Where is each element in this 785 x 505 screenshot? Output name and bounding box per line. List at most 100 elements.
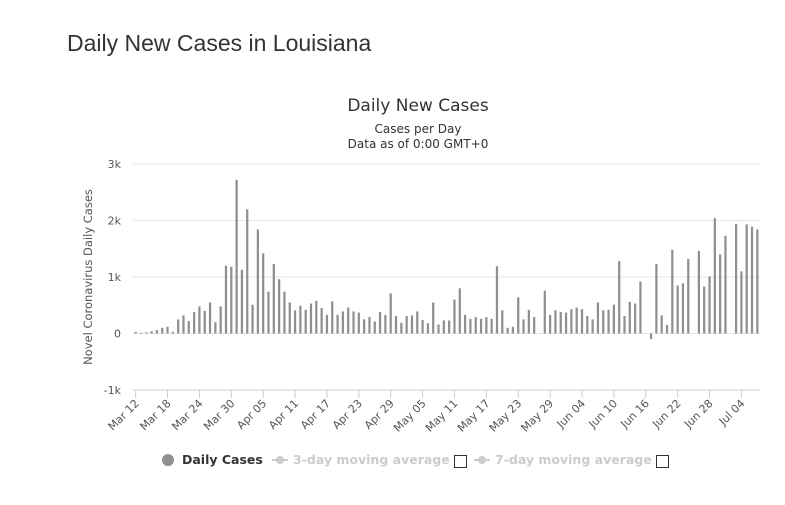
bar[interactable] — [453, 299, 456, 334]
bar[interactable] — [389, 293, 392, 334]
bar[interactable] — [517, 297, 520, 334]
bar[interactable] — [246, 209, 249, 334]
bar[interactable] — [506, 327, 509, 334]
bar[interactable] — [400, 322, 403, 334]
bar[interactable] — [309, 303, 313, 334]
bar[interactable] — [320, 308, 323, 334]
bar[interactable] — [315, 300, 318, 334]
7-day-average-checkbox[interactable] — [656, 455, 669, 468]
bar[interactable] — [325, 314, 329, 334]
bar[interactable] — [543, 290, 546, 334]
bar[interactable] — [649, 333, 653, 340]
bar[interactable] — [734, 223, 738, 334]
bar[interactable] — [681, 283, 685, 334]
bar[interactable] — [208, 302, 212, 334]
bar[interactable] — [708, 276, 711, 334]
bar[interactable] — [187, 321, 190, 334]
bar[interactable] — [410, 315, 414, 334]
bar[interactable] — [405, 315, 408, 334]
bar[interactable] — [384, 314, 387, 334]
bar[interactable] — [575, 307, 578, 334]
bar[interactable] — [522, 319, 525, 334]
bar[interactable] — [416, 311, 419, 334]
bar[interactable] — [559, 312, 562, 334]
bar[interactable] — [251, 304, 254, 334]
bar[interactable] — [357, 312, 360, 334]
bar[interactable] — [671, 249, 674, 334]
bar[interactable] — [203, 310, 206, 334]
bar[interactable] — [479, 318, 483, 334]
legend-item-3-day-average[interactable]: 3-day moving average — [272, 452, 450, 467]
bar[interactable] — [602, 310, 605, 334]
bar[interactable] — [182, 315, 185, 334]
bar[interactable] — [299, 305, 302, 334]
bar[interactable] — [432, 302, 435, 334]
bar[interactable] — [697, 251, 701, 334]
bar[interactable] — [352, 311, 355, 334]
bar[interactable] — [363, 319, 366, 334]
bar[interactable] — [740, 271, 743, 334]
bar[interactable] — [421, 319, 424, 334]
bar[interactable] — [341, 311, 344, 334]
bar[interactable] — [448, 320, 451, 334]
bar[interactable] — [750, 226, 754, 334]
bar[interactable] — [665, 325, 669, 334]
bar[interactable] — [719, 254, 722, 334]
bar[interactable] — [161, 327, 164, 334]
bar[interactable] — [485, 317, 488, 334]
bar[interactable] — [177, 319, 180, 334]
bar[interactable] — [490, 318, 493, 334]
bar[interactable] — [283, 291, 286, 334]
bar[interactable] — [564, 312, 568, 334]
bar[interactable] — [623, 315, 626, 334]
bar[interactable] — [591, 319, 594, 334]
bar[interactable] — [639, 281, 642, 334]
bar[interactable] — [171, 331, 174, 334]
bar[interactable] — [288, 302, 291, 334]
bar[interactable] — [474, 317, 477, 334]
bar[interactable] — [272, 264, 275, 334]
bar[interactable] — [256, 229, 259, 334]
bar[interactable] — [511, 326, 515, 334]
legend-item-daily-cases[interactable]: Daily Cases — [162, 452, 263, 467]
legend-item-7-day-average[interactable]: 7-day moving average — [474, 452, 652, 467]
bar[interactable] — [235, 179, 238, 334]
bar[interactable] — [394, 315, 398, 334]
bar[interactable] — [756, 229, 759, 334]
bar[interactable] — [634, 303, 637, 334]
bar[interactable] — [198, 306, 201, 334]
bar[interactable] — [580, 309, 584, 334]
bar[interactable] — [378, 312, 382, 334]
bar[interactable] — [495, 266, 499, 334]
bar[interactable] — [713, 218, 716, 334]
bar[interactable] — [336, 314, 339, 334]
bar[interactable] — [139, 332, 143, 334]
bar[interactable] — [368, 317, 371, 334]
bar[interactable] — [267, 291, 270, 334]
bar[interactable] — [437, 324, 440, 334]
bar[interactable] — [145, 332, 148, 334]
bar[interactable] — [570, 309, 573, 334]
bar[interactable] — [166, 326, 169, 334]
bar[interactable] — [533, 317, 536, 334]
bar[interactable] — [463, 314, 467, 334]
bar[interactable] — [262, 253, 265, 334]
bar[interactable] — [618, 261, 621, 334]
bar[interactable] — [612, 304, 615, 334]
bar[interactable] — [676, 285, 679, 334]
bar[interactable] — [331, 301, 334, 334]
bar[interactable] — [230, 266, 233, 334]
bar[interactable] — [745, 224, 748, 334]
3-day-average-checkbox[interactable] — [454, 455, 467, 468]
bar[interactable] — [134, 331, 137, 334]
bar[interactable] — [660, 315, 663, 334]
bar[interactable] — [192, 312, 196, 334]
bar[interactable] — [655, 264, 658, 334]
bar[interactable] — [586, 315, 589, 334]
bar[interactable] — [501, 310, 504, 334]
bar[interactable] — [596, 302, 600, 334]
bar[interactable] — [527, 309, 530, 334]
bar[interactable] — [214, 322, 217, 334]
bar[interactable] — [347, 307, 350, 334]
bar[interactable] — [549, 314, 552, 334]
